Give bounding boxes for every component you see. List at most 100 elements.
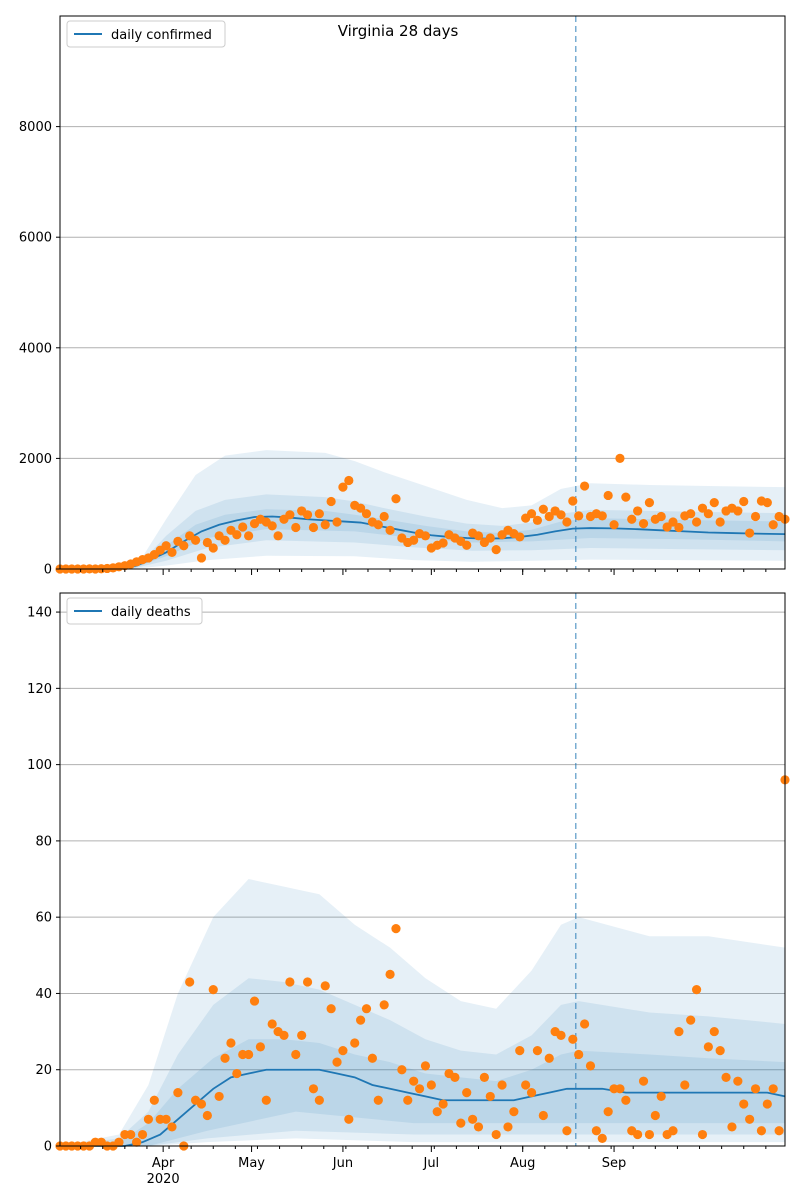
observed-point [733,506,743,516]
observed-point [497,1080,507,1090]
observed-point [220,535,230,545]
observed-point [462,1088,472,1098]
observed-point [538,504,548,514]
y-axis-ticks: 0 20 40 60 80 100 120 140 [27,606,60,1155]
observed-point [579,481,590,491]
legend: daily confirmed [66,20,226,48]
observed-point [503,1122,513,1132]
x-tick-label: Sep [602,1156,627,1171]
y-tick-label: 6000 [19,231,52,246]
observed-point [668,1126,678,1136]
y-tick-label: 8000 [19,120,52,135]
observed-point [532,515,543,525]
observed-point [314,1095,324,1105]
observed-point [285,977,295,987]
observed-point [356,1015,366,1025]
observed-point [691,985,702,995]
observed-point [574,511,584,521]
legend-box [66,20,226,48]
observed-point [220,1053,230,1063]
observed-point [414,1084,425,1094]
observed-point [774,1126,784,1136]
observed-point [686,509,696,519]
observed-point [615,1084,625,1094]
observed-point [715,517,725,527]
observed-point [485,1091,495,1102]
observed-point [291,1049,301,1060]
observed-point [739,1099,749,1109]
observed-point [367,1053,377,1063]
observed-point [379,1000,389,1010]
observed-point [308,1084,319,1094]
observed-points [55,453,790,574]
observed-point [544,1053,554,1063]
observed-point [468,1114,478,1124]
observed-point [190,535,201,545]
observed-point [733,1076,743,1086]
observed-point [391,494,401,504]
observed-point [521,1080,531,1090]
observed-point [621,492,631,502]
grid-lines [60,126,785,459]
legend-label: daily confirmed [111,28,212,43]
observed-point [196,553,207,563]
observed-point [161,541,171,551]
y-tick-label: 60 [35,911,52,926]
observed-point [208,543,218,553]
observed-point [161,1114,171,1124]
y-tick-label: 120 [27,682,52,697]
x-axis-ticks [80,569,767,575]
observed-point [302,510,313,520]
observed-point [208,985,218,995]
y-tick-label: 2000 [19,452,52,467]
plot-frame [59,592,786,1147]
observed-point [762,498,772,508]
observed-point [544,511,554,522]
observed-point [432,1107,442,1117]
observed-point [202,1110,212,1121]
observed-point [373,1095,383,1105]
observed-point [450,1072,460,1082]
observed-point [633,1129,643,1140]
observed-point [762,1099,772,1109]
legend-box [66,597,203,625]
observed-point [379,511,389,522]
observed-point [114,1137,124,1147]
x-tick-label: Apr 2020 [147,1156,180,1187]
observed-point [697,503,708,513]
observed-point [691,517,702,527]
observed-point [302,977,313,987]
y-tick-label: 80 [35,834,52,849]
plot-frame [59,15,786,570]
observed-point [326,1004,336,1014]
observed-point [745,528,755,538]
observed-point [703,509,713,519]
observed-point [709,498,719,508]
observed-point [350,1038,360,1048]
observed-point [656,511,666,522]
observed-point [332,1057,342,1067]
y-tick-label: 20 [35,1063,52,1078]
observed-point [244,1049,254,1060]
observed-point [285,510,295,520]
band-outer [60,450,785,569]
observed-point [526,509,537,519]
observed-point [202,537,212,548]
observed-point [149,1095,159,1105]
y-tick-label: 0 [44,563,52,578]
observed-point [674,522,684,533]
observed-point [597,1133,607,1143]
observed-point [438,538,448,548]
observed-point [621,1095,631,1105]
observed-point [556,1030,566,1040]
observed-point [420,1061,431,1071]
observed-point [703,1042,713,1052]
observed-point [686,1015,696,1025]
observed-point [750,511,761,522]
observed-point [603,490,613,501]
observed-point [385,525,395,535]
observed-point [373,520,383,530]
observed-point [338,1046,348,1056]
observed-point [314,509,324,519]
